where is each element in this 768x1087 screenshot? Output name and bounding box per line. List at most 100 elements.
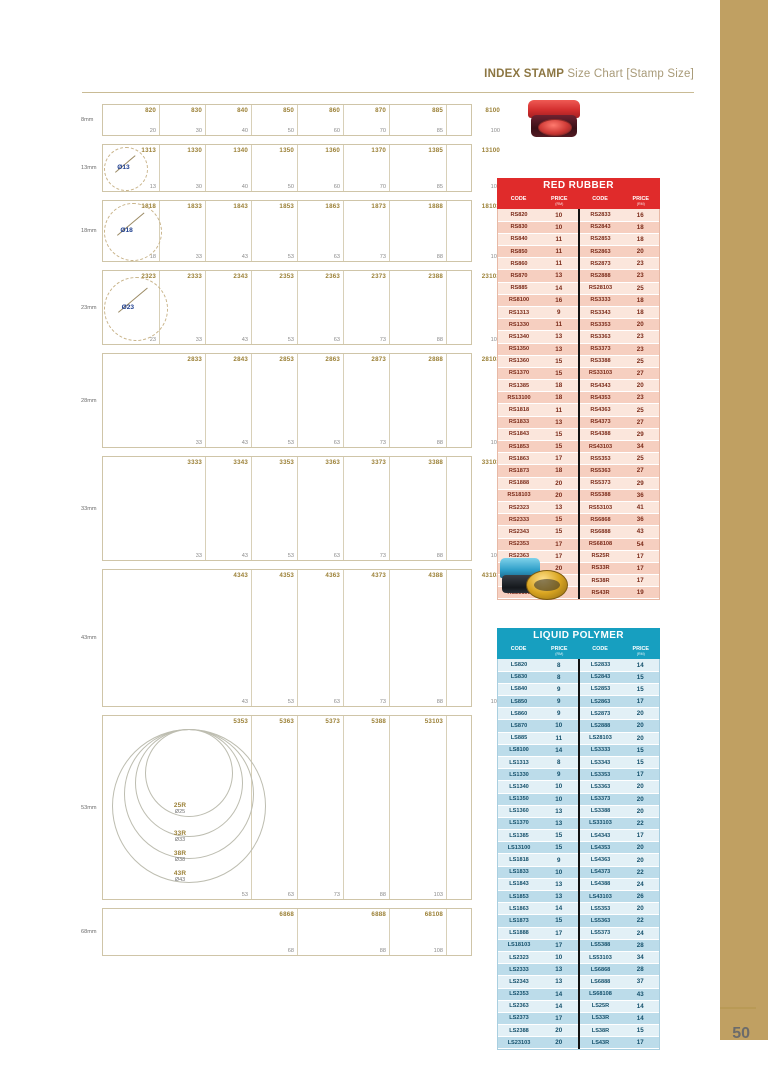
table-row[interactable]: RS1853 15: [498, 441, 578, 454]
table-row[interactable]: RS5363 27: [579, 465, 659, 478]
table-row[interactable]: RS43R 19: [579, 587, 659, 600]
table-row[interactable]: RS850 11: [498, 246, 578, 259]
table-row[interactable]: RS1888 20: [498, 477, 578, 490]
table-row[interactable]: RS3373 23: [579, 343, 659, 356]
table-row[interactable]: LS33R 14: [579, 1012, 659, 1026]
table-row[interactable]: RS6868 36: [579, 514, 659, 527]
table-row[interactable]: RS1843 15: [498, 428, 578, 441]
table-row[interactable]: RS2873 23: [579, 258, 659, 271]
table-row[interactable]: LS18103 17: [498, 939, 578, 952]
table-row[interactable]: LS4373 22: [579, 866, 659, 879]
table-row[interactable]: LS1360 13: [498, 805, 578, 818]
table-row[interactable]: RS2863 20: [579, 246, 659, 259]
table-row[interactable]: LS2853 15: [579, 683, 659, 696]
table-row[interactable]: RS2833 16: [579, 209, 659, 222]
table-row[interactable]: RS2333 15: [498, 514, 578, 527]
table-row[interactable]: LS6868 28: [579, 964, 659, 977]
table-row[interactable]: LS4363 20: [579, 854, 659, 867]
table-row[interactable]: RS3343 18: [579, 306, 659, 320]
table-row[interactable]: RS1873 18: [498, 465, 578, 478]
table-row[interactable]: LS33103 22: [579, 817, 659, 831]
table-row[interactable]: RS5353 25: [579, 453, 659, 466]
table-row[interactable]: RS1370 15: [498, 367, 578, 381]
table-row[interactable]: LS25R 14: [579, 1000, 659, 1013]
table-row[interactable]: RS18103 20: [498, 489, 578, 502]
table-row[interactable]: RS1385 18: [498, 380, 578, 393]
table-row[interactable]: LS860 9: [498, 708, 578, 721]
table-row[interactable]: RS5373 29: [579, 477, 659, 490]
table-row[interactable]: LS5363 22: [579, 915, 659, 928]
table-row[interactable]: RS13100 18: [498, 392, 578, 405]
table-row[interactable]: LS1843 13: [498, 878, 578, 891]
table-row[interactable]: RS4353 23: [579, 392, 659, 405]
table-row[interactable]: LS830 8: [498, 671, 578, 684]
table-row[interactable]: LS1818 9: [498, 854, 578, 867]
table-row[interactable]: RS2343 15: [498, 526, 578, 539]
table-row[interactable]: RS830 10: [498, 221, 578, 234]
table-row[interactable]: LS1350 10: [498, 793, 578, 806]
table-row[interactable]: RS4363 25: [579, 404, 659, 417]
table-row[interactable]: RS6888 43: [579, 526, 659, 539]
table-row[interactable]: RS1340 13: [498, 331, 578, 344]
table-row[interactable]: LS1385 15: [498, 830, 578, 843]
table-row[interactable]: LS870 10: [498, 720, 578, 733]
table-row[interactable]: LS2353 14: [498, 988, 578, 1001]
table-row[interactable]: RS3363 23: [579, 331, 659, 344]
table-row[interactable]: RS4373 27: [579, 416, 659, 429]
table-row[interactable]: LS3353 17: [579, 769, 659, 782]
table-row[interactable]: LS3343 15: [579, 756, 659, 770]
table-row[interactable]: RS870 13: [498, 270, 578, 283]
table-row[interactable]: LS2843 15: [579, 671, 659, 684]
table-row[interactable]: RS4343 20: [579, 380, 659, 393]
table-row[interactable]: LS38R 15: [579, 1025, 659, 1038]
table-row[interactable]: LS2373 17: [498, 1012, 578, 1026]
table-row[interactable]: RS33R 17: [579, 562, 659, 576]
table-row[interactable]: LS6888 37: [579, 976, 659, 989]
table-row[interactable]: LS28103 20: [579, 732, 659, 745]
table-row[interactable]: LS1370 13: [498, 817, 578, 831]
table-row[interactable]: LS3373 20: [579, 793, 659, 806]
table-row[interactable]: RS1350 13: [498, 343, 578, 356]
table-row[interactable]: LS3333 15: [579, 744, 659, 757]
table-row[interactable]: RS885 14: [498, 282, 578, 295]
table-row[interactable]: LS68108 43: [579, 988, 659, 1001]
table-row[interactable]: RS1863 17: [498, 453, 578, 466]
table-row[interactable]: RS1833 13: [498, 416, 578, 429]
table-row[interactable]: LS13100 15: [498, 842, 578, 855]
table-row[interactable]: RS25R 17: [579, 550, 659, 563]
table-row[interactable]: LS23103 20: [498, 1037, 578, 1050]
table-row[interactable]: RS2323 13: [498, 501, 578, 515]
table-row[interactable]: LS1340 10: [498, 781, 578, 794]
table-row[interactable]: LS2388 20: [498, 1025, 578, 1038]
table-row[interactable]: RS1360 15: [498, 355, 578, 368]
table-row[interactable]: LS43R 17: [579, 1037, 659, 1050]
table-row[interactable]: RS43103 34: [579, 441, 659, 454]
table-row[interactable]: RS3333 18: [579, 294, 659, 307]
table-row[interactable]: LS2873 20: [579, 708, 659, 721]
table-row[interactable]: RS4388 29: [579, 428, 659, 441]
table-row[interactable]: LS8100 14: [498, 744, 578, 757]
table-row[interactable]: LS1330 9: [498, 769, 578, 782]
table-row[interactable]: LS820 8: [498, 659, 578, 672]
table-row[interactable]: LS3388 20: [579, 805, 659, 818]
table-row[interactable]: LS5353 20: [579, 903, 659, 916]
table-row[interactable]: LS5388 28: [579, 939, 659, 952]
table-row[interactable]: RS860 11: [498, 258, 578, 271]
table-row[interactable]: LS1888 17: [498, 927, 578, 940]
table-row[interactable]: RS1313 9: [498, 306, 578, 320]
table-row[interactable]: RS28103 25: [579, 282, 659, 295]
table-row[interactable]: RS840 11: [498, 233, 578, 246]
table-row[interactable]: RS2888 23: [579, 270, 659, 283]
table-row[interactable]: LS2833 14: [579, 659, 659, 672]
table-row[interactable]: RS5388 36: [579, 489, 659, 502]
table-row[interactable]: LS840 9: [498, 683, 578, 696]
table-row[interactable]: LS2888 20: [579, 720, 659, 733]
table-row[interactable]: LS3363 20: [579, 781, 659, 794]
table-row[interactable]: RS2353 17: [498, 538, 578, 551]
table-row[interactable]: RS3388 25: [579, 355, 659, 368]
table-row[interactable]: LS1313 8: [498, 756, 578, 770]
table-row[interactable]: LS43103 26: [579, 891, 659, 904]
table-row[interactable]: RS33103 27: [579, 367, 659, 381]
table-row[interactable]: RS53103 41: [579, 501, 659, 515]
table-row[interactable]: LS1863 14: [498, 903, 578, 916]
